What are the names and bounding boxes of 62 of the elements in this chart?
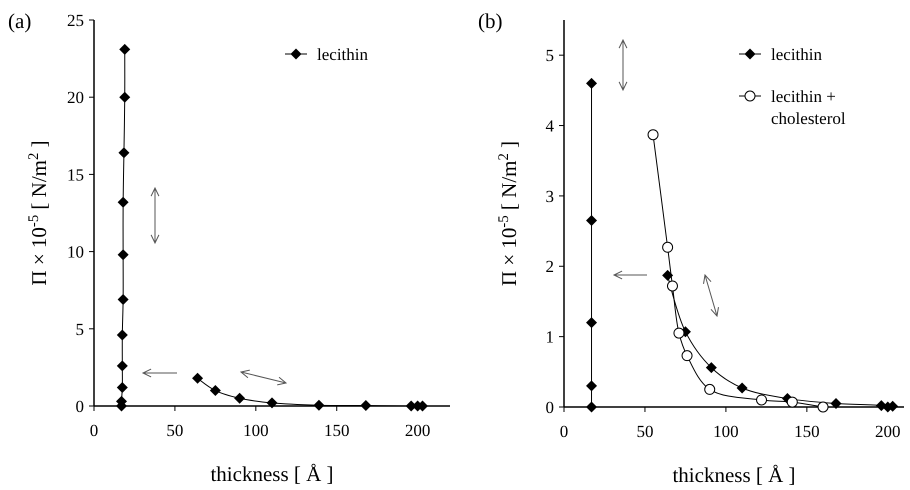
y-tick-label: 3 xyxy=(546,186,554,206)
y-tick-label: 2 xyxy=(546,257,554,276)
point xyxy=(666,280,678,292)
point xyxy=(118,147,130,158)
point xyxy=(586,402,598,412)
x-tick-label: 0 xyxy=(560,422,568,441)
text: (b) xyxy=(478,9,502,33)
y-tick-label: 20 xyxy=(67,88,84,108)
legend-label: lecithin + cholesterol xyxy=(771,86,846,128)
x-tick-label: 150 xyxy=(324,421,350,440)
point xyxy=(662,242,674,253)
x-tick-label: 50 xyxy=(636,422,654,441)
point xyxy=(786,396,798,408)
point xyxy=(682,350,693,362)
point xyxy=(118,294,129,305)
y-tick-label: 0 xyxy=(76,396,84,416)
point xyxy=(313,400,324,411)
point xyxy=(736,382,748,394)
point xyxy=(586,215,598,226)
point xyxy=(118,196,129,208)
point xyxy=(756,394,768,406)
y-tick-label: 15 xyxy=(67,165,84,184)
legend-label: lecithin xyxy=(317,44,368,64)
point xyxy=(266,397,278,408)
point xyxy=(662,270,674,281)
point xyxy=(360,400,372,412)
point xyxy=(116,360,128,372)
x-axis-title: thickness [ Å ] xyxy=(210,462,334,486)
x-tick-label: 200 xyxy=(404,421,430,440)
point xyxy=(818,402,829,412)
text: (a) xyxy=(8,9,32,33)
x-tick-label: 0 xyxy=(90,421,98,440)
point xyxy=(116,382,128,393)
x-axis-title: thickness [ Å ] xyxy=(672,463,796,487)
point xyxy=(118,249,129,260)
y-tick-label: 0 xyxy=(546,398,554,417)
point xyxy=(210,385,221,396)
legend-label: lecithin xyxy=(771,44,822,64)
point xyxy=(234,392,246,404)
y-tick-label: 4 xyxy=(546,116,554,136)
x-tick-label: 100 xyxy=(713,422,739,441)
y-tick-label: 1 xyxy=(546,328,554,347)
point xyxy=(706,362,717,374)
y-tick-label: 10 xyxy=(67,242,84,262)
point xyxy=(830,398,842,409)
point xyxy=(704,384,716,395)
point xyxy=(586,380,598,392)
point xyxy=(586,78,598,89)
x-tick-label: 200 xyxy=(875,422,901,441)
point xyxy=(119,92,130,103)
point xyxy=(116,329,128,340)
x-tick-label: 100 xyxy=(243,421,269,440)
point xyxy=(673,328,684,339)
point xyxy=(119,44,130,55)
x-tick-label: 150 xyxy=(794,422,820,441)
point xyxy=(586,317,598,328)
y-tick-label: 5 xyxy=(546,46,554,66)
x-tick-label: 50 xyxy=(166,421,184,440)
point xyxy=(648,129,659,140)
y-tick-label: 25 xyxy=(67,10,84,30)
point xyxy=(192,372,204,384)
y-tick-label: 5 xyxy=(76,320,84,339)
